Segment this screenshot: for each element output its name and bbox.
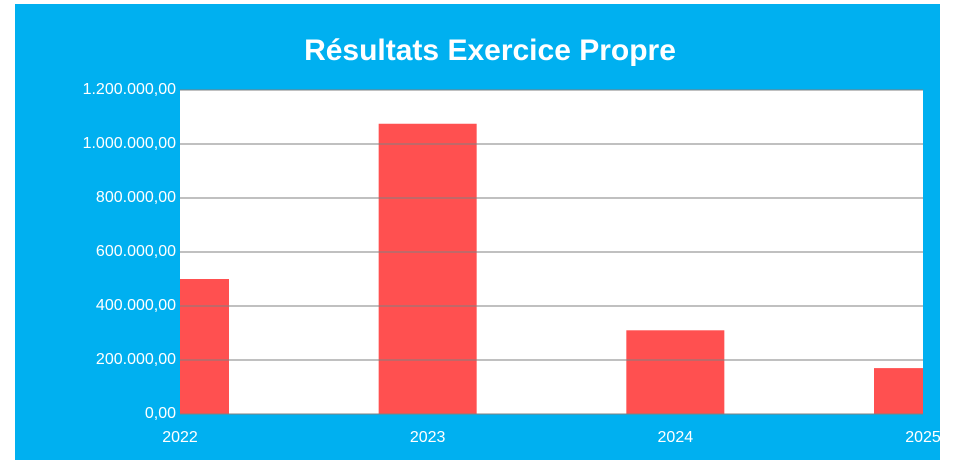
- y-tick-label: 1.000.000,00: [83, 135, 177, 152]
- bar: [874, 368, 923, 414]
- y-tick-label: 400.000,00: [96, 297, 176, 314]
- bar: [180, 279, 229, 414]
- bar: [378, 123, 477, 414]
- bars: [180, 123, 923, 414]
- x-tick-label: 2022: [162, 429, 198, 446]
- bar: [626, 330, 725, 414]
- x-tick-label: 2024: [658, 429, 694, 446]
- y-tick-label: 800.000,00: [96, 189, 176, 206]
- x-tick-label: 2023: [410, 429, 446, 446]
- chart-title: Résultats Exercice Propre: [304, 34, 676, 67]
- y-tick-label: 200.000,00: [96, 351, 176, 368]
- x-tick-label: 2025: [905, 429, 941, 446]
- y-tick-label: 600.000,00: [96, 243, 176, 260]
- y-tick-label: 1.200.000,00: [83, 81, 177, 98]
- y-tick-label: 0,00: [145, 405, 176, 422]
